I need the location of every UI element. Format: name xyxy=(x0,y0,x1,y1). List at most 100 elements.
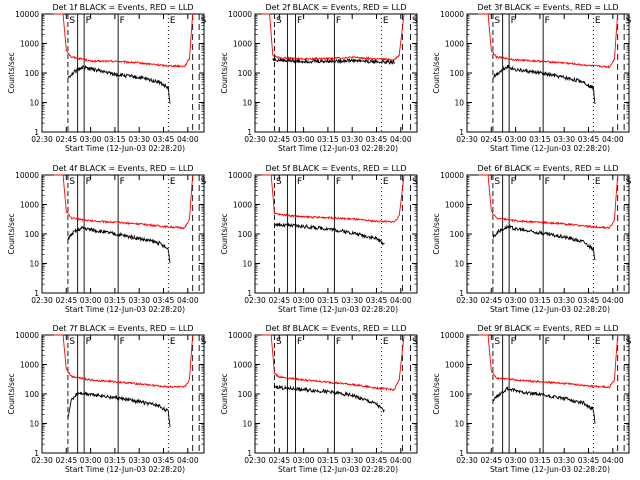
event-marker-label: F xyxy=(120,16,125,26)
x-tick-label: 02:45 xyxy=(55,135,77,144)
event-marker-label: S xyxy=(412,16,418,26)
lld-rate-line xyxy=(53,13,194,68)
event-marker-label: F xyxy=(86,16,91,26)
lld-rate-line xyxy=(261,13,405,62)
y-tick-label: 100 xyxy=(450,69,465,78)
x-tick-label: 03:00 xyxy=(505,456,527,465)
lld-rate-line xyxy=(478,174,619,230)
panel-title: Det 1f BLACK = Events, RED = LLD xyxy=(52,3,193,12)
x-axis-label: Start Time (12-Jun-03 02:28:20) xyxy=(490,144,610,153)
x-tick-label: 03:30 xyxy=(341,456,363,465)
y-tick-label: 10000 xyxy=(228,331,252,340)
y-tick-label: 10 xyxy=(29,420,39,429)
x-tick-label: 03:45 xyxy=(366,456,388,465)
event-marker-label: F xyxy=(86,337,91,347)
x-tick-label: 02:30 xyxy=(456,456,478,465)
event-marker-label: S xyxy=(412,177,418,187)
y-tick-label: 1 xyxy=(247,449,252,458)
x-tick-label: 02:30 xyxy=(31,296,53,305)
y-axis-label: Counts/sec xyxy=(220,373,229,414)
lld-rate-line xyxy=(261,174,405,224)
event-marker-label: F xyxy=(511,177,516,187)
x-tick-label: 03:30 xyxy=(341,135,363,144)
event-marker-label: S xyxy=(412,337,418,347)
y-tick-label: 1 xyxy=(34,289,39,298)
panel-det-8f: Det 8f BLACK = Events, RED = LLD 1 10 100 10… xyxy=(220,324,418,474)
event-marker-label: E xyxy=(595,177,601,187)
x-tick-label: 03:45 xyxy=(578,296,600,305)
x-tick-label: 02:45 xyxy=(480,296,502,305)
event-marker-label: E xyxy=(383,177,389,187)
events-rate-line xyxy=(492,385,596,424)
x-tick-label: 03:45 xyxy=(578,456,600,465)
panel-title: Det 2f BLACK = Events, RED = LLD xyxy=(265,3,406,12)
events-rate-line xyxy=(67,64,171,104)
events-rate-line xyxy=(272,57,395,65)
x-tick-label: 03:45 xyxy=(366,296,388,305)
panel-det-3f: Det 3f BLACK = Events, RED = LLD 1 10 100 10… xyxy=(432,3,632,153)
x-tick-label: 03:15 xyxy=(317,456,339,465)
event-marker-label: E xyxy=(170,337,176,347)
x-tick-label: 02:45 xyxy=(480,456,502,465)
x-tick-label: 03:00 xyxy=(293,456,315,465)
y-tick-label: 10000 xyxy=(15,171,39,180)
x-tick-label: 04:00 xyxy=(390,456,412,465)
y-tick-label: 100 xyxy=(450,390,465,399)
x-tick-label: 03:15 xyxy=(529,456,551,465)
lld-rate-line xyxy=(478,13,619,69)
x-tick-label: 02:45 xyxy=(480,135,502,144)
panel-title: Det 9f BLACK = Events, RED = LLD xyxy=(477,324,618,333)
y-tick-label: 10000 xyxy=(228,171,252,180)
event-marker-label: S xyxy=(276,337,282,347)
x-tick-label: 03:00 xyxy=(80,296,102,305)
y-tick-label: 10 xyxy=(242,420,252,429)
panel-det-4f: Det 4f BLACK = Events, RED = LLD 1 10 100 10… xyxy=(7,164,207,314)
x-tick-label: 03:30 xyxy=(553,456,575,465)
y-axis-label: Counts/sec xyxy=(7,52,16,93)
event-marker-label: S xyxy=(201,177,207,187)
y-axis-label: Counts/sec xyxy=(432,373,441,414)
lld-rate-line xyxy=(261,334,405,392)
x-tick-label: 03:45 xyxy=(578,135,600,144)
y-tick-label: 10 xyxy=(454,99,464,108)
x-tick-label: 04:00 xyxy=(602,296,624,305)
y-tick-label: 10 xyxy=(454,260,464,269)
y-axis-label: Counts/sec xyxy=(220,52,229,93)
y-tick-label: 1000 xyxy=(20,361,39,370)
events-rate-line xyxy=(67,391,171,428)
event-marker-label: S xyxy=(69,177,75,187)
panel-title: Det 3f BLACK = Events, RED = LLD xyxy=(477,3,618,12)
event-marker-label: F xyxy=(336,337,341,347)
x-tick-label: 03:15 xyxy=(104,456,126,465)
y-tick-label: 1000 xyxy=(445,201,464,210)
y-tick-label: 100 xyxy=(238,69,253,78)
events-rate-line xyxy=(273,384,385,413)
y-tick-label: 1000 xyxy=(233,40,252,49)
x-tick-label: 02:30 xyxy=(244,456,266,465)
event-marker-label: S xyxy=(276,16,282,26)
y-tick-label: 1000 xyxy=(445,361,464,370)
x-tick-label: 03:00 xyxy=(293,135,315,144)
x-tick-label: 03:15 xyxy=(104,135,126,144)
x-tick-label: 03:00 xyxy=(505,296,527,305)
x-tick-label: 03:30 xyxy=(128,135,150,144)
plot-frame xyxy=(41,334,205,454)
x-tick-label: 04:00 xyxy=(177,135,199,144)
plot-frame xyxy=(41,13,205,133)
y-tick-label: 100 xyxy=(450,230,465,239)
x-tick-label: 03:15 xyxy=(317,296,339,305)
x-tick-label: 03:30 xyxy=(128,456,150,465)
y-tick-label: 1000 xyxy=(20,40,39,49)
x-tick-label: 03:30 xyxy=(341,296,363,305)
events-rate-line xyxy=(492,64,596,105)
x-tick-label: 03:00 xyxy=(293,296,315,305)
event-marker-label: S xyxy=(494,177,500,187)
event-marker-label: F xyxy=(545,16,550,26)
y-tick-label: 1 xyxy=(34,128,39,137)
event-marker-label: F xyxy=(336,177,341,187)
x-tick-label: 03:00 xyxy=(80,135,102,144)
event-marker-label: S xyxy=(201,16,207,26)
x-tick-label: 03:15 xyxy=(529,135,551,144)
event-marker-label: E xyxy=(170,16,176,26)
